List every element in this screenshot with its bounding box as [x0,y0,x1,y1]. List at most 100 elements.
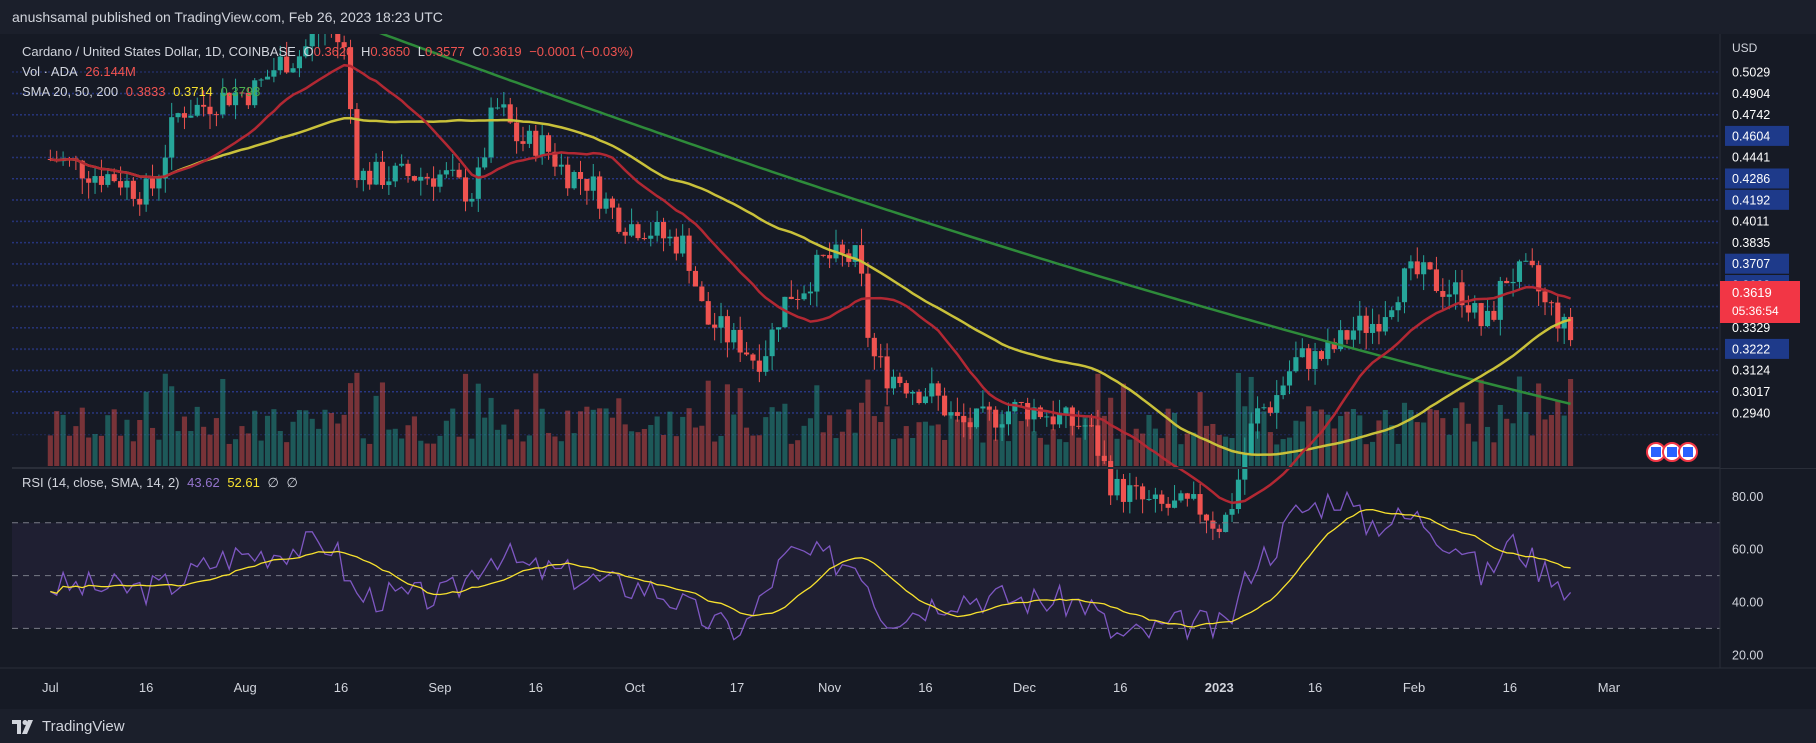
volume-bar [309,418,315,466]
sma20-line [50,63,1572,505]
legend-symbol[interactable]: Cardano / United States Dollar, 1D, COIN… [22,44,637,59]
volume-bar [1235,372,1241,466]
volume-bar [137,420,143,466]
volume-bar [1146,414,1152,466]
candle-body [431,178,437,187]
candle-body [629,224,635,236]
volume-bar [316,428,322,466]
legend-high-label: H [361,44,371,59]
candle-body [111,174,117,182]
volume-bar [1325,414,1331,466]
volume-bar [341,414,347,466]
volume-bar [1171,412,1178,466]
chart-svg[interactable]: USD 0.5029 0.4904 0.4742 0.4604 0.4441 0.4286 0… [0,0,1816,709]
brand-name: TradingView [42,718,125,735]
candle-body [264,76,271,80]
chart-area[interactable]: USD 0.5029 0.4904 0.4742 0.4604 0.4441 0.4286 0… [0,0,1816,709]
volume-bar [1529,435,1535,466]
volume-bar [1459,402,1465,466]
volume-bar [1057,439,1063,466]
candle-body [418,176,424,181]
legend-rsi[interactable]: RSI (14, close, SMA, 14, 2) 43.62 52.61 … [22,475,302,491]
candle-body [1376,323,1382,332]
price-label-highlight [1725,338,1789,359]
candle-body [1414,261,1420,275]
time-axis[interactable]: Jul 16 Aug 16 Sep 16 Oct 17 Nov 16 Dec 16 2023 16 Feb 1… [0,667,1816,695]
candle-body [1504,280,1510,284]
candle-body [980,406,986,409]
volume-bar [1465,423,1471,466]
candle-body [284,56,290,73]
legend-sma[interactable]: SMA 20, 50, 200 0.3833 0.3714 0.3798 [22,84,264,99]
volume-bar [373,395,379,466]
candle-body [392,165,398,182]
volume-bar [629,431,635,466]
candle-body [1248,423,1254,454]
current-price-label: 0.3619 [1732,285,1772,300]
candle-body [1427,262,1433,270]
volume-bar [846,409,852,466]
candle-body [1306,348,1312,369]
candle-body [584,178,590,191]
candle-body [552,151,558,167]
legend-volume[interactable]: Vol · ADA 26.144M [22,64,140,79]
candle-body [1152,494,1158,499]
candle-body [296,56,302,69]
volume-bar [552,436,558,466]
volume-bar [673,436,679,466]
volume-bar [175,431,181,466]
candle-body [571,172,577,189]
candle-body [1095,425,1101,456]
candle-body [501,104,507,108]
volume-bar [852,432,858,466]
candle-body [577,172,584,179]
volume-bar [73,426,79,466]
candle-body [1076,425,1082,427]
tradingview-brand[interactable]: TradingView [12,718,125,735]
candle-body [443,170,449,175]
volume-bar [539,408,545,466]
candle-body [858,245,865,274]
candle-body [309,33,315,47]
volume-bar [98,435,104,466]
candle-body [954,412,960,416]
event-flags[interactable] [1646,442,1698,462]
candle-body [546,135,552,152]
candle-body [961,415,967,423]
price-tick-label: 0.3017 [1732,385,1770,399]
volume-bar [226,443,232,466]
volume-bar [335,423,341,466]
volume-bar [839,431,845,466]
volume-bar [1306,406,1312,466]
candle-body [1382,317,1388,332]
volume-bar [954,419,960,466]
volume-bar [514,409,520,466]
time-tick-label: Nov [818,680,842,695]
countdown-label: 05:36:54 [1732,304,1779,318]
volume-bar [712,441,718,466]
volume-bar [443,420,449,466]
volume-bar [1491,442,1497,466]
volume-bar [699,425,705,466]
time-tick-label: Aug [234,680,257,695]
rsi-axis[interactable]: 80.00 60.00 40.00 20.00 [1732,490,1763,662]
volume-bar [290,421,296,466]
volume-bar [858,402,865,466]
candle-body [213,114,219,116]
volume-bar [1127,439,1133,466]
top-bar: anushsamal published on TradingView.com,… [0,0,1816,34]
candle-body [488,107,494,158]
rsi-sma-line [50,508,1571,628]
price-axis[interactable]: USD 0.5029 0.4904 0.4742 0.4604 0.4441 0.4286 0… [1719,34,1816,668]
volume-bar [1389,425,1395,466]
candle-body [220,92,226,115]
volume-bar [1031,431,1037,466]
candle-body [130,180,136,199]
volume-bar [322,409,328,466]
candle-body [1312,351,1318,369]
candle-body [360,170,366,181]
volume-bar [1120,383,1126,466]
volume-bar [641,428,647,466]
volume-bar [181,416,188,466]
candle-body [871,337,877,357]
